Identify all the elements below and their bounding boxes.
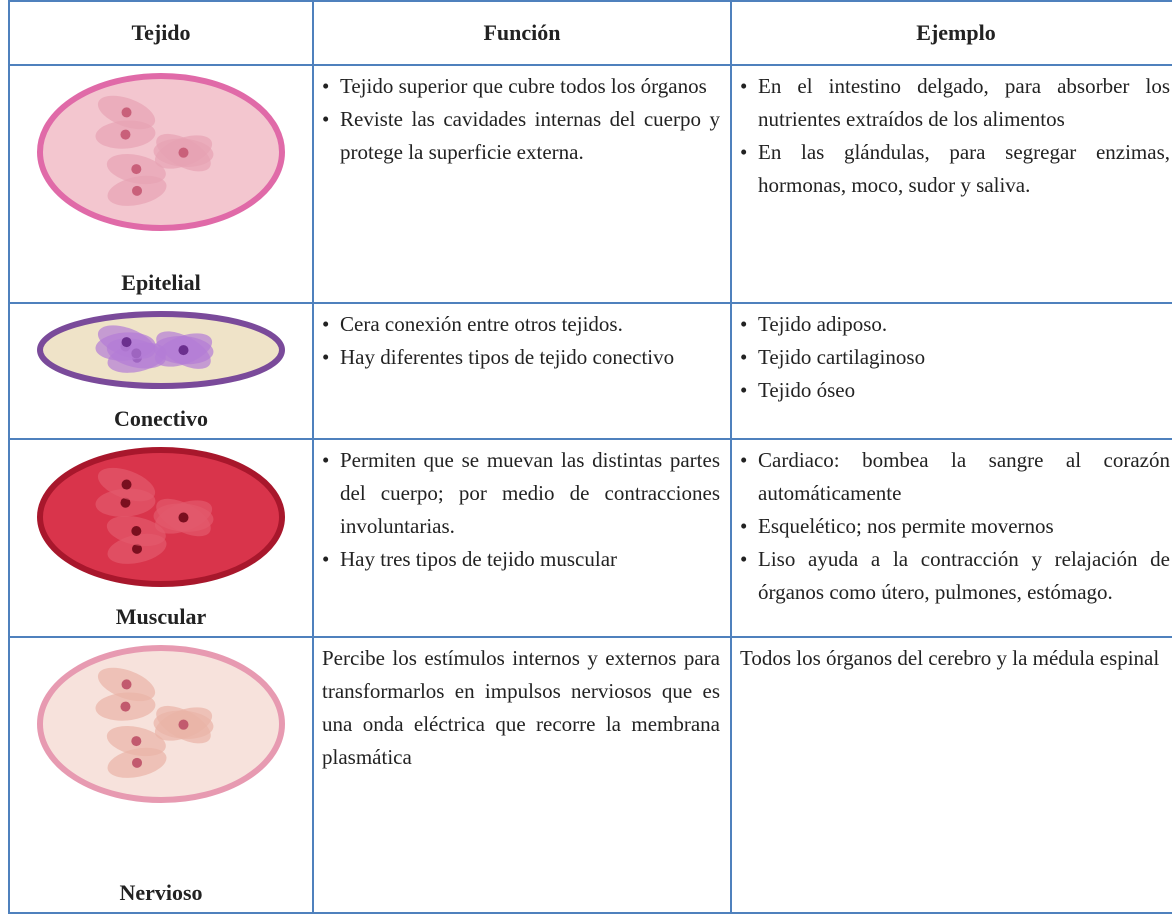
tissue-cell: Muscular [8,438,314,638]
tissue-image [37,73,285,231]
table-row: Nervioso Percibe los estímulos internos y… [8,636,1172,914]
bullet-list: En el intestino delgado, para absorber l… [732,70,1172,202]
bullet-item: Cera conexión entre otros tejidos. [322,308,720,341]
bullet-item: Liso ayuda a la contracción y relajación… [740,543,1170,609]
tissue-name: Muscular [115,604,207,629]
table-body: Epitelial Tejido superior que cubre todos… [8,64,1172,914]
header-cell: Función [312,0,732,66]
bullet-item: Reviste las cavidades internas del cuerp… [322,103,720,169]
tissue-cell: Epitelial [8,64,314,304]
tissue-image [37,645,285,803]
paragraph: Percibe los estímulos internos y externo… [322,646,720,769]
header-cell: Tejido [8,0,314,66]
table-row: Muscular Permiten que se muevan las disti… [8,438,1172,638]
header-row: Tejido Función Ejemplo [8,0,1172,66]
tissue-name: Nervioso [119,880,203,905]
bullet-item: Esquelético; nos permite movernos [740,510,1170,543]
bullet-item: Hay diferentes tipos de tejido conectivo [322,341,720,374]
bullet-list: Tejido adiposo.Tejido cartilaginosoTejid… [732,308,1172,407]
bullet-item: Tejido cartilaginoso [740,341,1170,374]
tissue-cell: Nervioso [8,636,314,914]
bullet-list: Tejido superior que cubre todos los órga… [314,70,730,169]
example-cell: Todos los órganos del cerebro y la médul… [730,636,1172,914]
table-row: Conectivo Cera conexión entre otros tejid… [8,302,1172,440]
function-cell: Tejido superior que cubre todos los órga… [312,64,732,304]
header-cell: Ejemplo [730,0,1172,66]
bullet-item: En el intestino delgado, para absorber l… [740,70,1170,136]
table-row: Epitelial Tejido superior que cubre todos… [8,64,1172,304]
tissue-name: Epitelial [121,270,201,295]
tissue-name: Conectivo [113,406,209,431]
bullet-list: Permiten que se muevan las distintas par… [314,444,730,576]
bullet-item: En las glándulas, para segregar enzimas,… [740,136,1170,202]
example-cell: En el intestino delgado, para absorber l… [730,64,1172,304]
bullet-item: Hay tres tipos de tejido muscular [322,543,720,576]
tissue-cell: Conectivo [8,302,314,440]
function-cell: Permiten que se muevan las distintas par… [312,438,732,638]
bullet-item: Permiten que se muevan las distintas par… [322,444,720,543]
tissue-image [37,311,285,389]
function-cell: Percibe los estímulos internos y externo… [312,636,732,914]
example-cell: Tejido adiposo.Tejido cartilaginosoTejid… [730,302,1172,440]
example-cell: Cardiaco: bombea la sangre al corazón au… [730,438,1172,638]
bullet-list: Cera conexión entre otros tejidos.Hay di… [314,308,730,374]
function-cell: Cera conexión entre otros tejidos.Hay di… [312,302,732,440]
bullet-item: Cardiaco: bombea la sangre al corazón au… [740,444,1170,510]
bullet-item: Tejido superior que cubre todos los órga… [322,70,720,103]
tissue-image [37,447,285,587]
bullet-list: Cardiaco: bombea la sangre al corazón au… [732,444,1172,609]
bullet-item: Tejido óseo [740,374,1170,407]
tissue-table: Tejido Función Ejemplo Epitelial Tejido s… [8,0,1172,914]
paragraph: Todos los órganos del cerebro y la médul… [740,646,1160,670]
bullet-item: Tejido adiposo. [740,308,1170,341]
